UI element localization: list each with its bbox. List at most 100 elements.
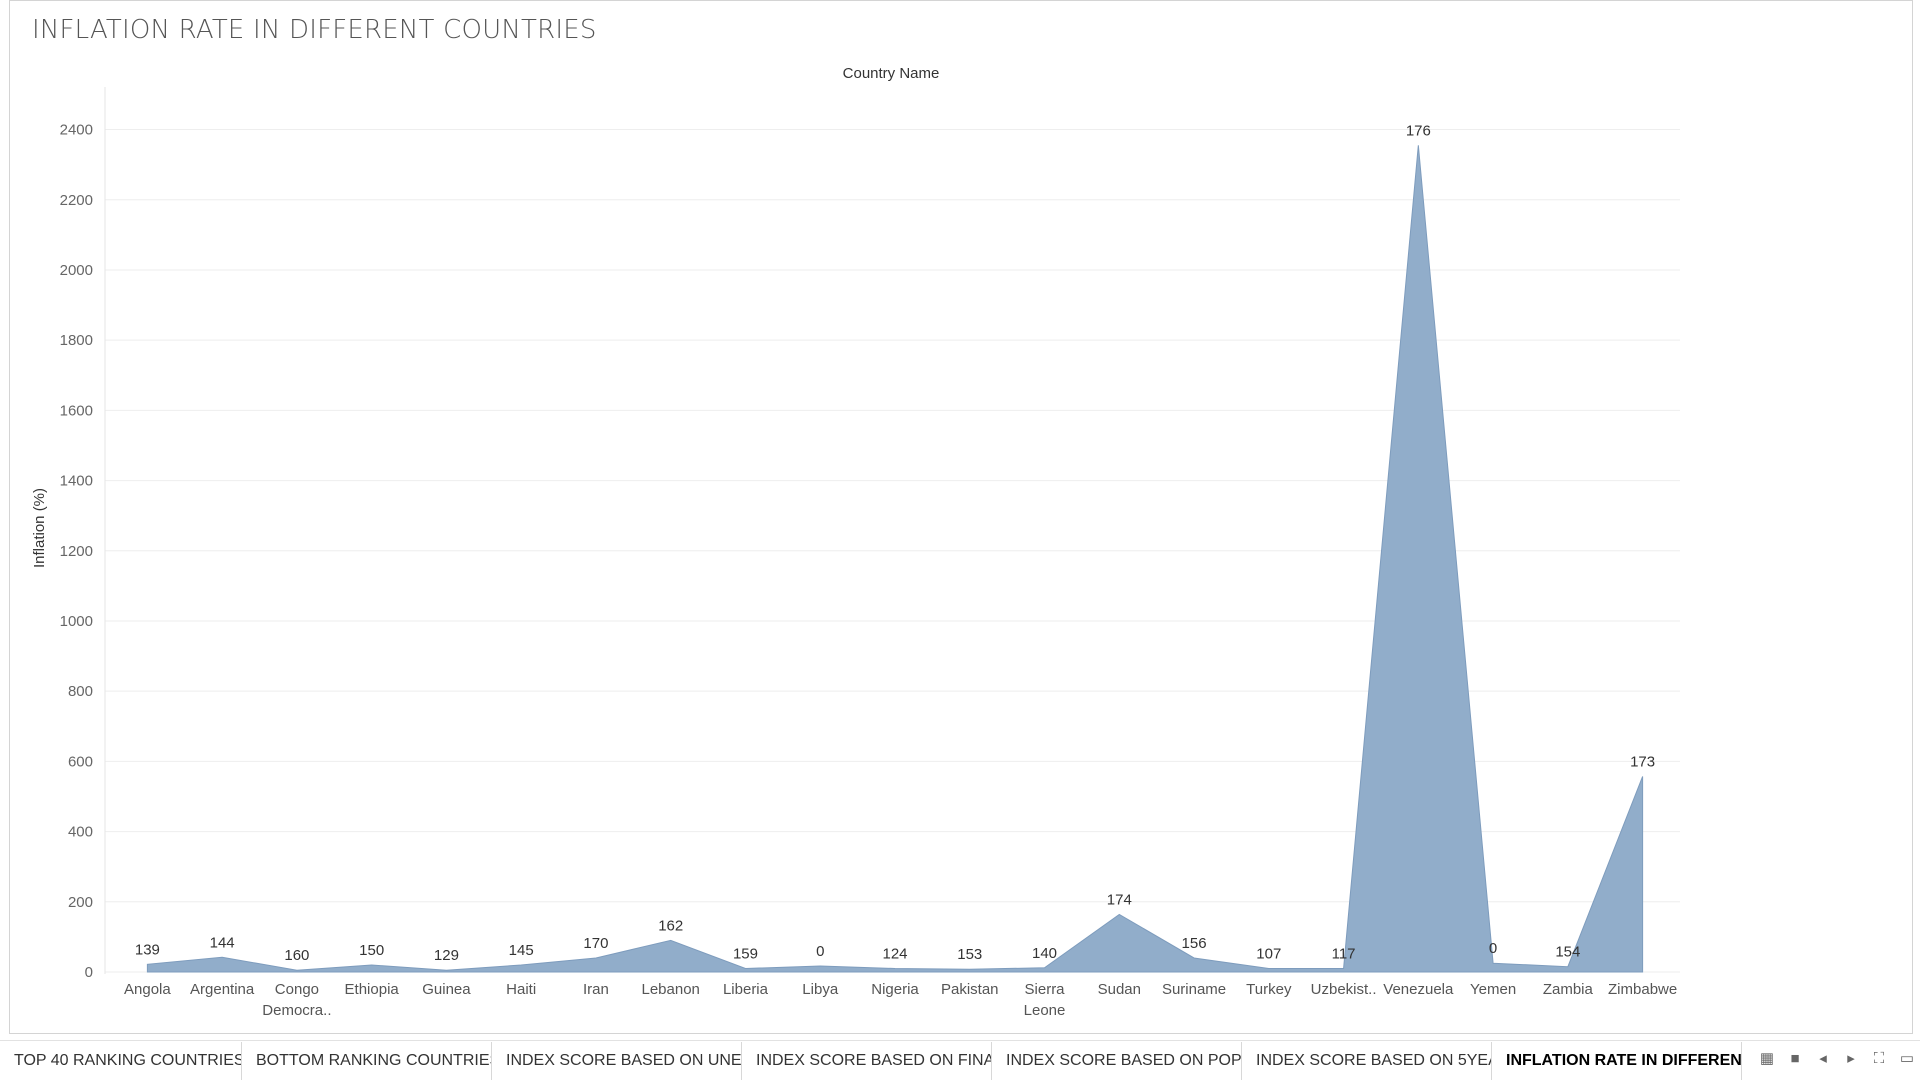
- x-axis: Angola Argentina Congo Democra.. Ethiopia Gui…: [124, 981, 1677, 1019]
- x-tick-label: Ethiopia: [345, 981, 400, 998]
- y-tick-label: 1800: [60, 332, 93, 349]
- x-tick-label: Uzbekist..: [1311, 981, 1377, 998]
- data-labels: 139 144 160 150 129 145 170 162 159 0 124 153 140 174…: [135, 122, 1655, 964]
- data-point[interactable]: [1043, 966, 1047, 970]
- data-label: 0: [816, 943, 824, 960]
- dashboard-title: INFLATION RATE IN DIFFERENT COUNTRIES: [32, 15, 597, 45]
- sheet-tab[interactable]: TOP 40 RANKING COUNTRIES: [0, 1042, 242, 1080]
- data-label: 162: [658, 917, 683, 934]
- data-point[interactable]: [1416, 143, 1420, 147]
- sheet-tab[interactable]: INDEX SCORE BASED ON 5YEA...: [1242, 1042, 1492, 1080]
- x-tick-label: Nigeria: [871, 981, 919, 998]
- sheet-tab[interactable]: INDEX SCORE BASED ON UNE...: [492, 1042, 742, 1080]
- present-icon[interactable]: ▭: [1899, 1050, 1915, 1067]
- y-tick-label: 1400: [60, 473, 93, 490]
- x-tick-label: Guinea: [422, 981, 471, 998]
- y-tick-label: 2400: [60, 122, 93, 139]
- data-point[interactable]: [818, 964, 822, 968]
- y-tick-label: 1000: [60, 613, 93, 630]
- x-tick-label: Suriname: [1162, 981, 1226, 998]
- sheet-tab[interactable]: BOTTOM RANKING COUNTRIES: [242, 1042, 492, 1080]
- x-tick-label: Congo Democra..: [262, 981, 331, 1019]
- data-point[interactable]: [743, 966, 747, 970]
- x-tick-label: Libya: [802, 981, 839, 998]
- data-label: 0: [1489, 940, 1497, 957]
- grid-view-icon[interactable]: ▦: [1759, 1050, 1775, 1067]
- data-label: 144: [210, 934, 235, 951]
- x-tick-label: Iran: [583, 981, 609, 998]
- y-tick-label: 2000: [60, 262, 93, 279]
- y-tick-label: 600: [68, 753, 93, 770]
- sheet-tab[interactable]: INFLATION RATE IN DIFFEREN...: [1492, 1042, 1742, 1080]
- x-tick-label: Angola: [124, 981, 171, 998]
- fullscreen-icon[interactable]: ⛶: [1873, 1049, 1885, 1067]
- data-point[interactable]: [594, 956, 598, 960]
- x-tick-label: Pakistan: [941, 981, 999, 998]
- data-label: 139: [135, 941, 160, 958]
- column-header: Country Name: [843, 65, 940, 82]
- tab-tools: ▦ ■ ◂ ▸ ⛶ ▭: [1758, 1049, 1916, 1068]
- x-tick-label: Zimbabwe: [1608, 981, 1677, 998]
- data-point[interactable]: [1117, 912, 1121, 916]
- y-tick-label: 1200: [60, 543, 93, 560]
- data-label: 129: [434, 947, 459, 964]
- data-point[interactable]: [1491, 961, 1495, 965]
- data-label: 140: [1032, 945, 1057, 962]
- data-label: 153: [957, 946, 982, 963]
- data-label: 124: [882, 945, 907, 962]
- sheet-tab[interactable]: INDEX SCORE BASED ON POPU...: [992, 1042, 1242, 1080]
- data-point[interactable]: [519, 963, 523, 967]
- data-point[interactable]: [1342, 966, 1346, 970]
- x-tick-label: Zambia: [1543, 981, 1594, 998]
- y-axis-title: Inflation (%): [31, 488, 48, 568]
- y-tick-label: 1600: [60, 402, 93, 419]
- x-tick-label: Turkey: [1246, 981, 1292, 998]
- sheet-tab-bar: TOP 40 RANKING COUNTRIES BOTTOM RANKING C…: [0, 1040, 1920, 1081]
- sheet-tab[interactable]: INDEX SCORE BASED ON FINA...: [742, 1042, 992, 1080]
- data-point[interactable]: [893, 966, 897, 970]
- data-point[interactable]: [295, 968, 299, 972]
- data-label: 170: [583, 935, 608, 952]
- sheet-icon[interactable]: ■: [1790, 1049, 1800, 1067]
- data-label: 154: [1555, 944, 1580, 961]
- data-point[interactable]: [444, 968, 448, 972]
- data-point[interactable]: [1267, 966, 1271, 970]
- data-point[interactable]: [1566, 965, 1570, 969]
- data-label: 107: [1256, 945, 1281, 962]
- data-label: 173: [1630, 753, 1655, 770]
- data-point[interactable]: [1641, 774, 1645, 778]
- data-label: 117: [1332, 945, 1356, 962]
- data-point[interactable]: [669, 938, 673, 942]
- data-label: 156: [1182, 935, 1207, 952]
- x-tick-label: Sudan: [1098, 981, 1141, 998]
- area-series: [145, 143, 1645, 973]
- data-label: 150: [359, 942, 384, 959]
- data-label: 159: [733, 945, 758, 962]
- dashboard-frame: INFLATION RATE IN DIFFERENT COUNTRIES: [9, 0, 1913, 1034]
- y-tick-label: 800: [68, 683, 93, 700]
- inflation-area[interactable]: [146, 145, 1644, 973]
- y-axis: 0 200 400 600 800 1000 1200 1400 1600 1800 2000 220…: [60, 87, 106, 981]
- data-point[interactable]: [1192, 956, 1196, 960]
- area-chart: 0200400600800100012001400160018002000220…: [31, 65, 1680, 1019]
- y-tick-label: 400: [68, 824, 93, 841]
- y-tick-label: 0: [85, 964, 93, 981]
- data-label: 174: [1107, 891, 1132, 908]
- y-tick-label: 2200: [60, 192, 93, 209]
- x-tick-label: Haiti: [506, 981, 536, 998]
- x-tick-label: Argentina: [190, 981, 255, 998]
- y-tick-label: 200: [68, 894, 93, 911]
- data-point[interactable]: [145, 962, 149, 966]
- data-label: 176: [1406, 122, 1431, 139]
- data-label: 160: [284, 947, 309, 964]
- next-arrow-icon[interactable]: ▸: [1847, 1050, 1855, 1067]
- data-point[interactable]: [370, 963, 374, 967]
- x-tick-label: Lebanon: [642, 981, 700, 998]
- x-tick-label: Yemen: [1470, 981, 1516, 998]
- prev-arrow-icon[interactable]: ◂: [1819, 1050, 1827, 1067]
- data-label: 145: [509, 942, 534, 959]
- data-point[interactable]: [968, 967, 972, 971]
- x-tick-label: Sierra Leone: [1024, 981, 1066, 1019]
- x-tick-label: Venezuela: [1383, 981, 1454, 998]
- data-point[interactable]: [220, 955, 224, 959]
